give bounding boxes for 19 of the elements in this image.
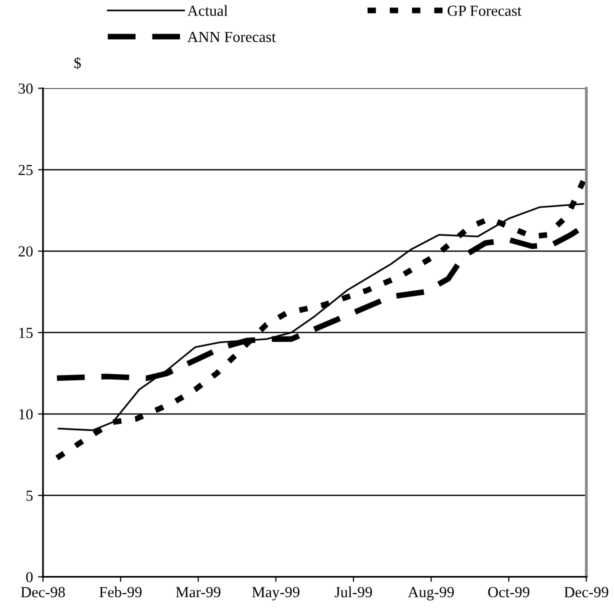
y-tick-label: 30 bbox=[18, 83, 33, 94]
y-tick-label: 20 bbox=[18, 246, 33, 257]
y-tick-label: 0 bbox=[26, 572, 33, 582]
x-tick-label: Dec-99 bbox=[564, 587, 608, 598]
x-tick-label: Jul-99 bbox=[334, 586, 372, 598]
x-tick-label: Aug-99 bbox=[408, 586, 454, 600]
y-axis-title: $ bbox=[74, 56, 81, 70]
x-tick-label: May-99 bbox=[252, 586, 300, 600]
legend-label: GP Forecast bbox=[448, 6, 522, 16]
legend-label: ANN Forecast bbox=[187, 32, 276, 42]
y-tick-label: 10 bbox=[19, 409, 33, 420]
x-tick-label: Oct-99 bbox=[488, 587, 530, 598]
x-tick-label: Dec-98 bbox=[20, 586, 65, 598]
x-tick-label: Mar-99 bbox=[176, 587, 220, 598]
y-tick-label: 5 bbox=[26, 490, 33, 501]
y-tick-label: 25 bbox=[18, 164, 33, 176]
legend-label: Actual bbox=[187, 5, 228, 16]
x-tick-label: Feb-99 bbox=[99, 586, 142, 598]
y-tick-label: 15 bbox=[19, 328, 33, 338]
